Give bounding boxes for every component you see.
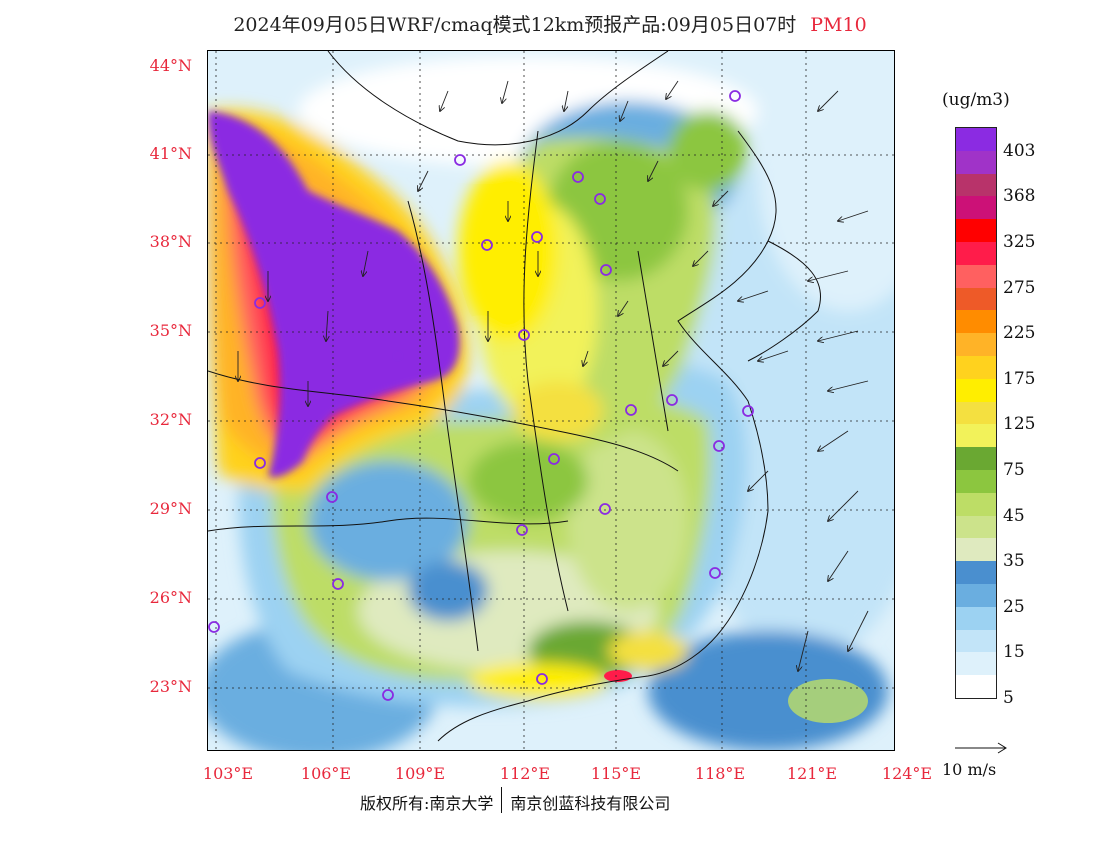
lon-label-112e: 112°E xyxy=(499,764,551,783)
colorbar-segment xyxy=(956,219,996,242)
colorbar-segment xyxy=(956,310,996,334)
lat-label-44n: 44°N xyxy=(149,56,192,75)
colorbar-label: 125 xyxy=(1003,414,1036,435)
lon-label-109e: 109°E xyxy=(394,764,446,783)
colorbar-segment xyxy=(956,515,996,539)
colorbar-segment xyxy=(956,538,996,562)
vector-legend xyxy=(954,740,1010,760)
map-canvas xyxy=(208,51,894,750)
colorbar-segment xyxy=(956,287,996,311)
colorbar-segment xyxy=(956,629,996,653)
lon-label-118e: 118°E xyxy=(694,764,746,783)
title-species: PM10 xyxy=(810,14,867,36)
pm10-forecast-map[interactable] xyxy=(207,50,895,751)
colorbar-label: 25 xyxy=(1003,596,1025,617)
colorbar-label: 45 xyxy=(1003,505,1025,526)
colorbar-label: 275 xyxy=(1003,277,1036,298)
lat-label-23n: 23°N xyxy=(149,677,192,696)
lon-label-121e: 121°E xyxy=(786,764,838,783)
lon-label-124e: 124°E xyxy=(881,764,933,783)
colorbar-segment xyxy=(956,561,996,584)
colorbar-label: 15 xyxy=(1003,642,1025,663)
colorbar-segment xyxy=(956,333,996,356)
colorbar-label: 325 xyxy=(1003,232,1036,252)
colorbar-unit: (ug/m3) xyxy=(942,90,1010,110)
coastline xyxy=(208,51,822,742)
colorbar-segment xyxy=(956,378,996,402)
colorbar-label: 75 xyxy=(1003,460,1025,480)
lat-label-29n: 29°N xyxy=(149,499,192,518)
vector-legend-label: 10 m/s xyxy=(942,760,997,779)
colorbar-label: 5 xyxy=(1003,688,1014,708)
lon-label-103e: 103°E xyxy=(202,764,254,783)
colorbar-segment xyxy=(956,173,996,197)
colorbar-label: 225 xyxy=(1003,323,1036,344)
lat-label-32n: 32°N xyxy=(149,410,192,429)
colorbar-segment xyxy=(956,196,996,220)
lat-label-35n: 35°N xyxy=(149,321,192,340)
title-main: 2024年09月05日WRF/cmaq模式12km预报产品:09月05日07时 xyxy=(233,14,797,36)
reference-arrow-icon xyxy=(955,742,1007,754)
colorbar-segment xyxy=(956,583,996,607)
colorbar-segment xyxy=(956,675,996,698)
wind-vectors xyxy=(238,80,869,671)
copyright-right: 南京创蓝科技有限公司 xyxy=(510,794,671,813)
colorbar-segment xyxy=(956,128,996,151)
colorbar xyxy=(955,127,997,699)
copyright: 版权所有:南京大学 南京创蓝科技有限公司 xyxy=(360,787,671,814)
colorbar-segment xyxy=(956,447,996,470)
concentration-field xyxy=(208,51,894,750)
copyright-left: 版权所有:南京大学 xyxy=(360,794,494,813)
copyright-separator xyxy=(501,787,503,813)
colorbar-label: 403 xyxy=(1003,140,1036,161)
lon-label-106e: 106°E xyxy=(300,764,352,783)
colorbar-segment xyxy=(956,264,996,288)
lon-label-115e: 115°E xyxy=(590,764,642,783)
colorbar-segment xyxy=(956,241,996,265)
colorbar-segment xyxy=(956,355,996,379)
colorbar-segment xyxy=(956,606,996,630)
colorbar-segment xyxy=(956,469,996,493)
lat-label-38n: 38°N xyxy=(149,232,192,251)
colorbar-segment xyxy=(956,424,996,448)
colorbar-segment xyxy=(956,401,996,425)
colorbar-segment xyxy=(956,652,996,676)
colorbar-label: 35 xyxy=(1003,551,1025,572)
colorbar-segment xyxy=(956,492,996,516)
lat-label-41n: 41°N xyxy=(149,144,192,163)
graticule xyxy=(208,51,894,750)
colorbar-segment xyxy=(956,150,996,174)
map-title: 2024年09月05日WRF/cmaq模式12km预报产品:09月05日07时 P… xyxy=(0,10,1100,37)
city-markers xyxy=(208,90,754,701)
colorbar-label: 368 xyxy=(1003,186,1036,207)
colorbar-label: 175 xyxy=(1003,368,1036,389)
lat-label-26n: 26°N xyxy=(149,588,192,607)
